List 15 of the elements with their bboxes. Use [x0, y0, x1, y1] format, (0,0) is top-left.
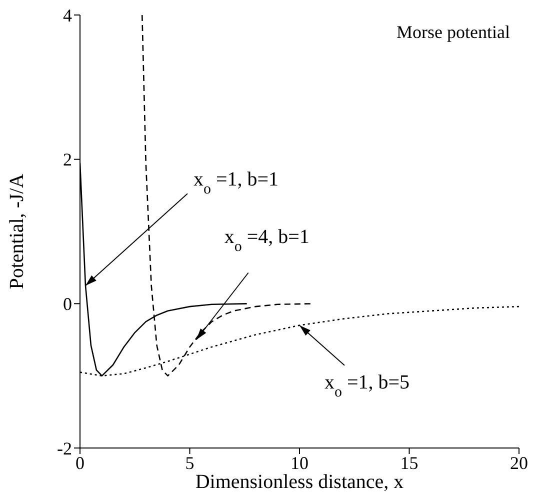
- x-tick-label: 20: [510, 452, 528, 473]
- y-axis-title: Potential, -J/A: [6, 173, 28, 290]
- y-tick-label: 4: [63, 5, 72, 26]
- annotation: x$_{o}$=1, b=1: [193, 168, 279, 198]
- x-tick-label: 5: [185, 452, 194, 473]
- x-tick-label: 0: [76, 452, 84, 473]
- x-axis-title: Dimensionless distance, x: [195, 471, 404, 493]
- y-tick-label: -2: [57, 438, 72, 458]
- y-tick-label: 0: [63, 294, 72, 314]
- chart-title: Morse potential: [396, 22, 510, 43]
- annotation: x$_{o}$=4, b=1: [224, 226, 310, 255]
- x-tick-label: 15: [400, 452, 418, 473]
- x-tick-label: 10: [290, 452, 308, 473]
- y-tick-label: 2: [63, 150, 72, 170]
- annotation: x$_{o}$=1, b=5: [324, 371, 410, 400]
